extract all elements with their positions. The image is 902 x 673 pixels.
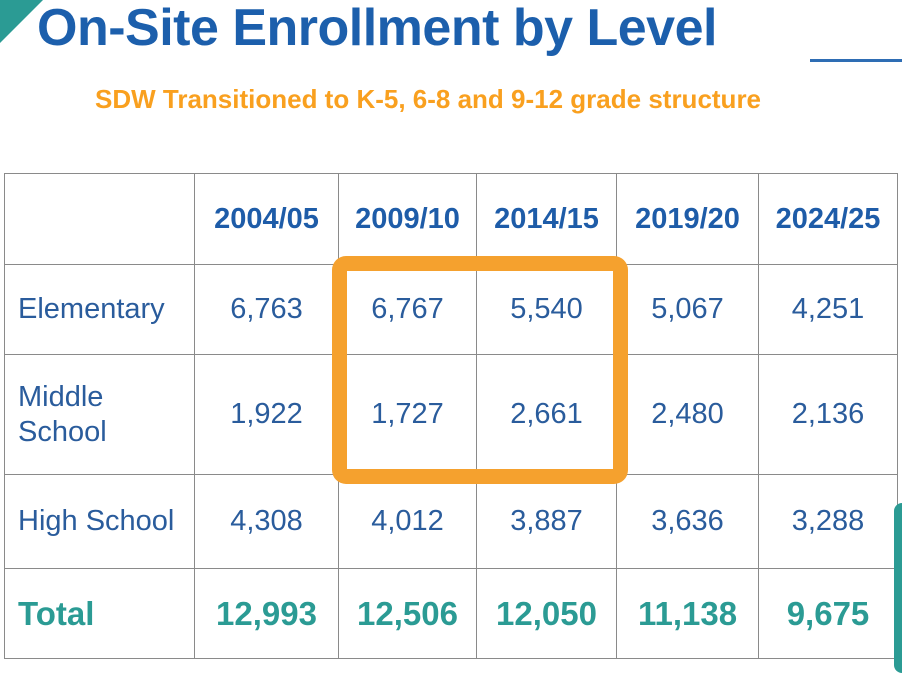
cell-high-2019-20: 3,636 [616,474,759,569]
cell-total-2004-05: 12,993 [194,568,339,659]
row-label-middle-school: Middle School [4,354,195,475]
row-label-total: Total [4,568,195,659]
cell-high-2024-25: 3,288 [758,474,898,569]
cell-high-2009-10: 4,012 [338,474,477,569]
table-row-middle-school: Middle School 1,922 1,727 2,661 2,480 2,… [4,354,898,475]
enrollment-table: 2004/05 2009/10 2014/15 2019/20 2024/25 … [4,173,898,659]
table-header-2009-10: 2009/10 [338,173,477,265]
cell-total-2014-15: 12,050 [476,568,617,659]
cell-elementary-2019-20: 5,067 [616,264,759,355]
cell-middle-2009-10: 1,727 [338,354,477,475]
table-header-row: 2004/05 2009/10 2014/15 2019/20 2024/25 [4,173,898,265]
page-subtitle: SDW Transitioned to K-5, 6-8 and 9-12 gr… [95,84,762,114]
table-header-2019-20: 2019/20 [616,173,759,265]
table-header-2024-25: 2024/25 [758,173,898,265]
table-header-2014-15: 2014/15 [476,173,617,265]
table-row-total: Total 12,993 12,506 12,050 11,138 9,675 [4,568,898,659]
table-header-2004-05: 2004/05 [194,173,339,265]
table-row-high-school: High School 4,308 4,012 3,887 3,636 3,28… [4,474,898,569]
row-label-elementary: Elementary [4,264,195,355]
table-row-elementary: Elementary 6,763 6,767 5,540 5,067 4,251 [4,264,898,355]
cell-elementary-2024-25: 4,251 [758,264,898,355]
table-header-empty-cell [4,173,195,265]
cell-elementary-2004-05: 6,763 [194,264,339,355]
cell-total-2024-25: 9,675 [758,568,898,659]
row-label-high-school: High School [4,474,195,569]
cell-elementary-2009-10: 6,767 [338,264,477,355]
cell-middle-2024-25: 2,136 [758,354,898,475]
cell-high-2004-05: 4,308 [194,474,339,569]
cell-middle-2014-15: 2,661 [476,354,617,475]
title-underline-decoration [810,59,902,62]
cell-elementary-2014-15: 5,540 [476,264,617,355]
cell-total-2019-20: 11,138 [616,568,759,659]
cell-total-2009-10: 12,506 [338,568,477,659]
cell-middle-2004-05: 1,922 [194,354,339,475]
cell-middle-2019-20: 2,480 [616,354,759,475]
right-edge-bar-decoration [894,503,902,673]
cell-high-2014-15: 3,887 [476,474,617,569]
page-title: On-Site Enrollment by Level [37,0,717,57]
